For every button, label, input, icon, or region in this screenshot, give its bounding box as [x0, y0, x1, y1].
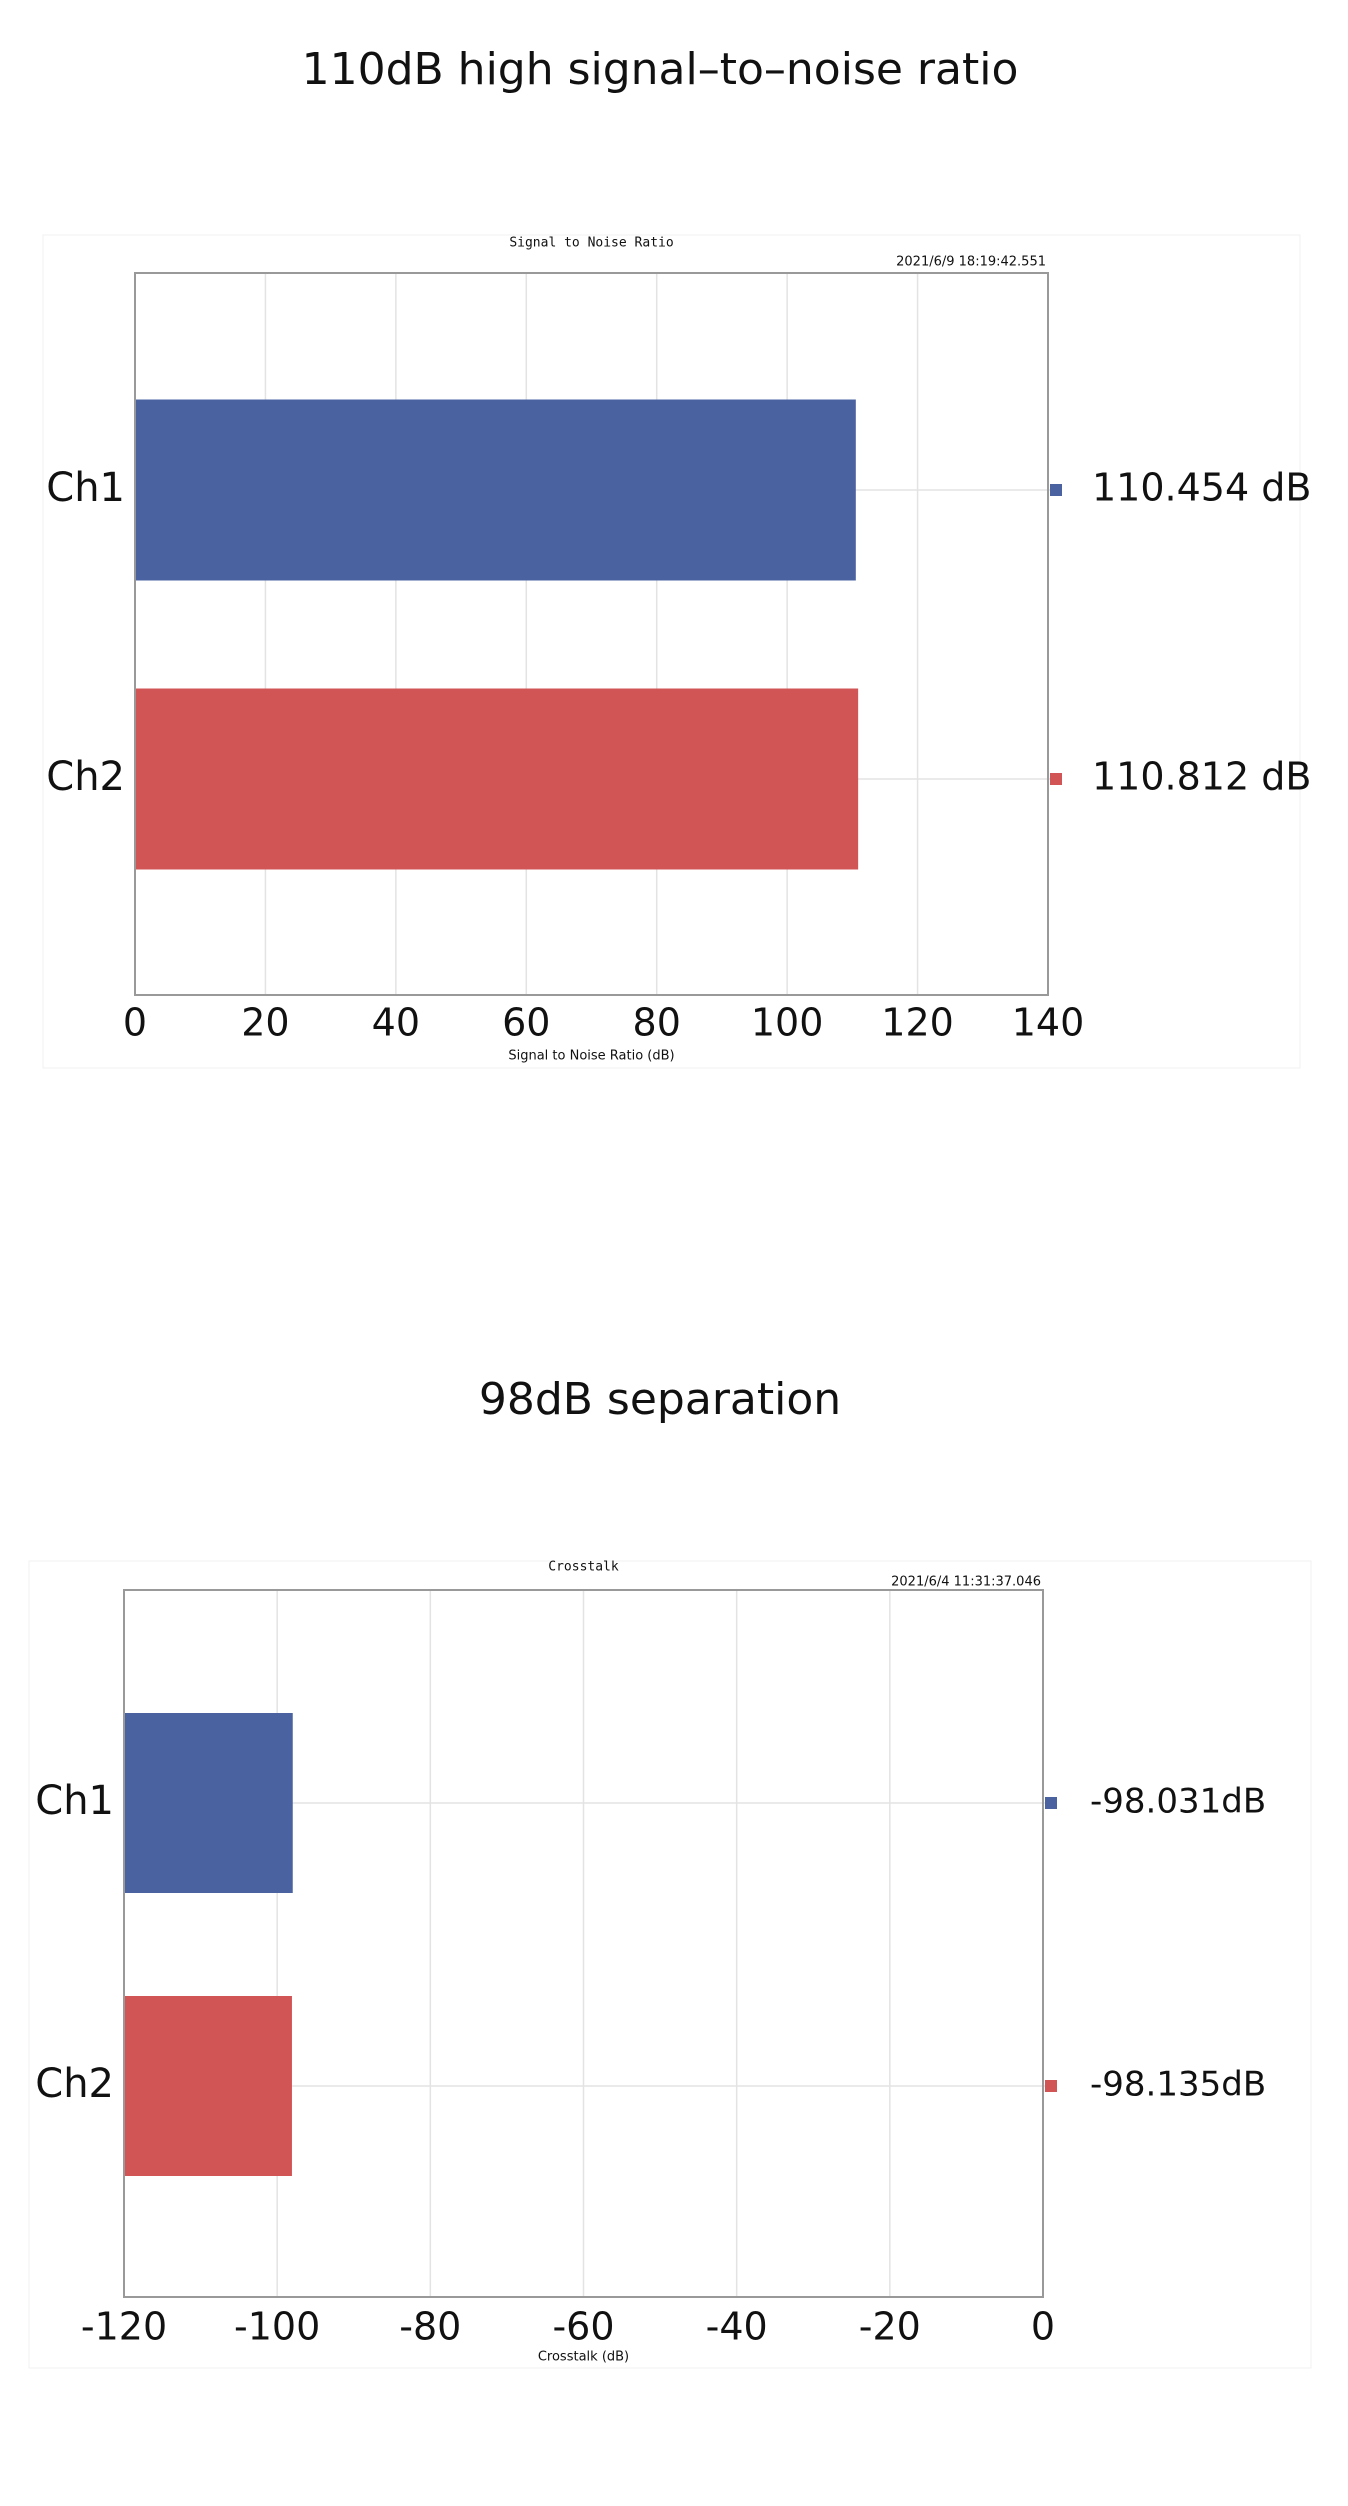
x-tick-label: 120	[881, 1001, 954, 1045]
timestamp: 2021/6/9 18:19:42.551	[896, 255, 1046, 270]
value-label: 110.454 dB	[1092, 466, 1311, 510]
value-label: 110.812 dB	[1092, 755, 1311, 799]
plot-frame	[123, 1589, 1044, 2298]
y-tick-label: Ch2	[35, 2061, 114, 2107]
legend-swatch	[1045, 2080, 1057, 2092]
x-tick-label: 0	[1031, 2305, 1055, 2349]
x-tick-label: -120	[81, 2305, 167, 2349]
x-tick-label: 20	[241, 1001, 289, 1045]
panel	[42, 234, 1301, 1069]
timestamp: 2021/6/4 11:31:37.046	[891, 1575, 1041, 1590]
chart-title: Signal to Noise Ratio	[509, 236, 673, 251]
x-tick-label: 40	[372, 1001, 420, 1045]
value-label: -98.031dB	[1090, 1782, 1266, 1822]
y-tick-label: Ch1	[46, 465, 125, 511]
x-tick-label: 60	[502, 1001, 550, 1045]
chart-title: Crosstalk	[548, 1560, 619, 1575]
x-tick-label: 0	[123, 1001, 147, 1045]
bar	[123, 1713, 293, 1893]
y-tick-label: Ch2	[46, 754, 125, 800]
value-label: -98.135dB	[1090, 2065, 1266, 2105]
panel	[28, 1560, 1312, 2369]
x-tick-label: 100	[751, 1001, 824, 1045]
legend-swatch	[1050, 484, 1062, 496]
x-axis-label: Signal to Noise Ratio (dB)	[508, 1049, 674, 1064]
bar	[123, 1996, 292, 2176]
x-tick-label: 140	[1012, 1001, 1085, 1045]
x-tick-label: -80	[399, 2305, 461, 2349]
x-tick-label: -60	[552, 2305, 614, 2349]
y-tick-label: Ch1	[35, 1778, 114, 1824]
x-tick-label: 80	[633, 1001, 681, 1045]
legend-swatch	[1045, 1797, 1057, 1809]
heading: 110dB high signal–to–noise ratio	[302, 44, 1019, 95]
x-axis-label: Crosstalk (dB)	[538, 2350, 629, 2365]
plot-frame	[134, 272, 1049, 996]
x-tick-label: -100	[234, 2305, 320, 2349]
bar	[134, 399, 856, 581]
x-tick-label: -40	[706, 2305, 768, 2349]
x-tick-label: -20	[859, 2305, 921, 2349]
heading: 98dB separation	[479, 1374, 841, 1425]
bar	[134, 688, 859, 870]
legend-swatch	[1050, 773, 1062, 785]
